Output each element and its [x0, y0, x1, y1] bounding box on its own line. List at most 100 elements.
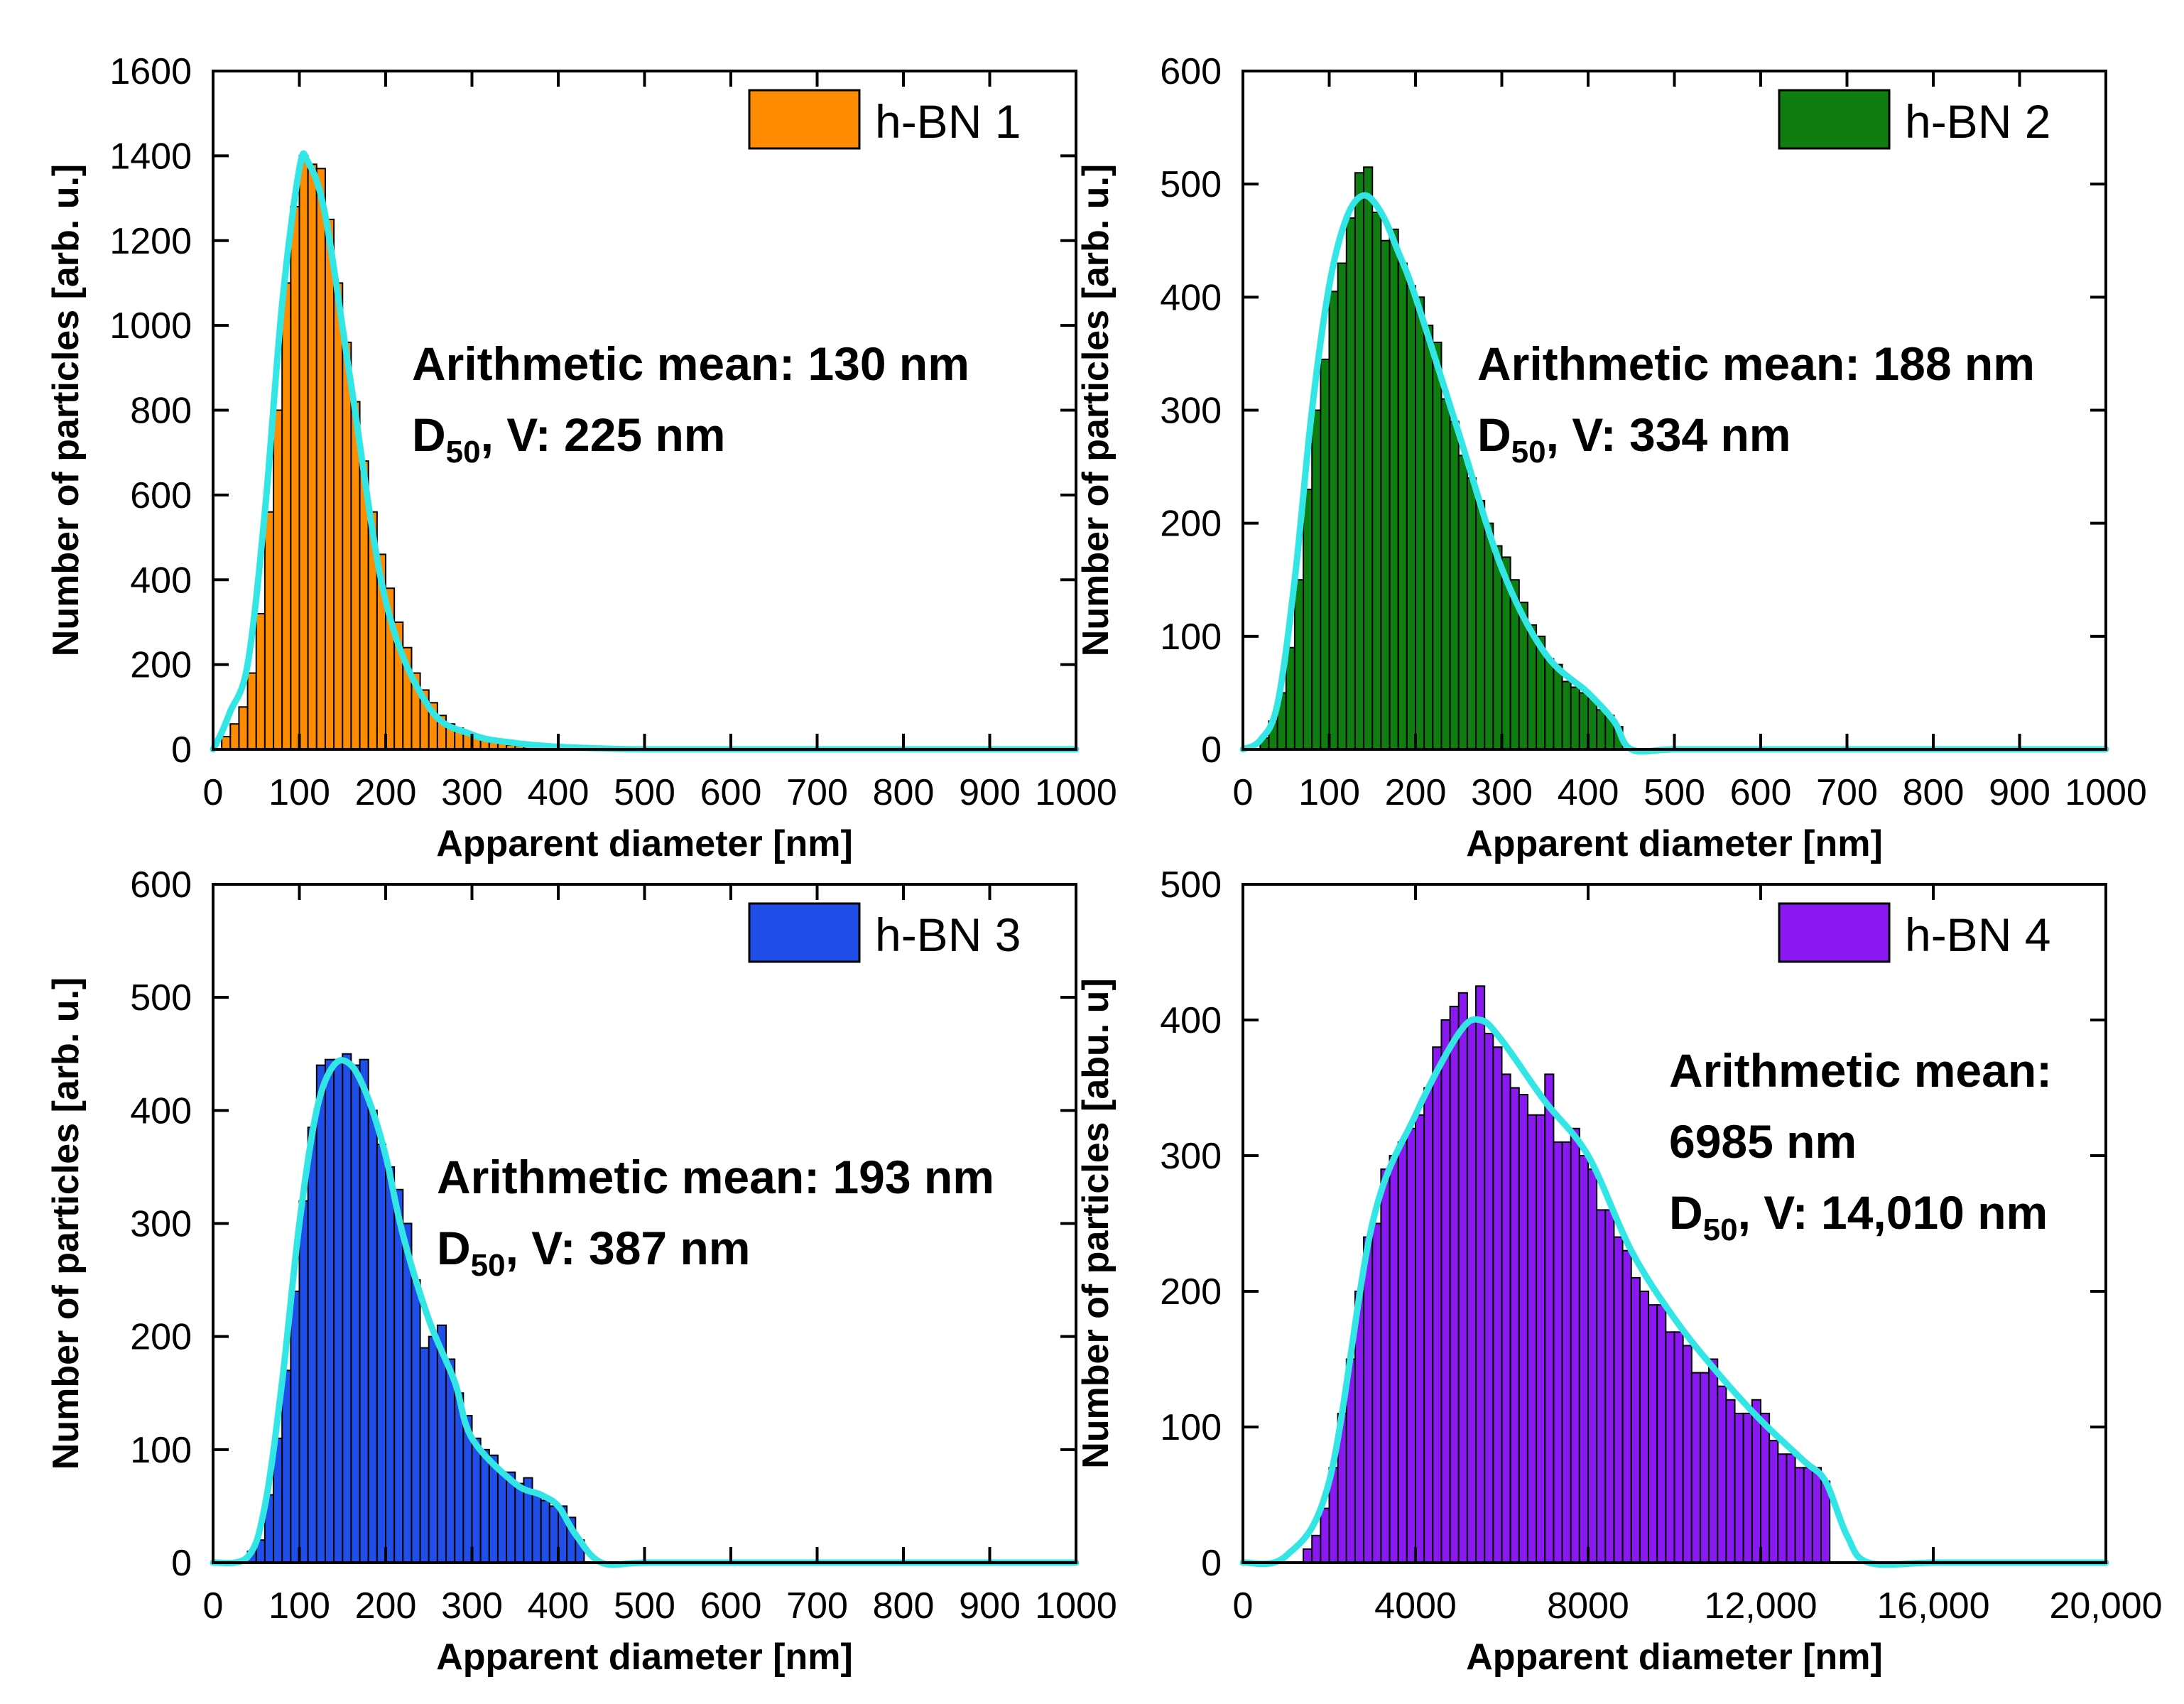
histogram-bar [246, 672, 257, 750]
histogram-bar [1760, 1412, 1771, 1564]
histogram-bar [496, 1471, 508, 1564]
y-axis-title: Number of particles [arb. u.] [45, 977, 87, 1470]
histogram-bar [1708, 1358, 1719, 1563]
annotation-mean: Arithmetic mean: 188 nm [1477, 337, 2035, 390]
bars-group [246, 1053, 585, 1564]
y-tick-label: 1200 [109, 221, 192, 262]
x-tick-label: 500 [614, 1585, 675, 1627]
y-tick-label: 1400 [109, 136, 192, 177]
x-tick-label: 0 [1233, 1585, 1254, 1627]
legend-label: h-BN 2 [1905, 95, 2050, 148]
y-tick-label: 200 [130, 1317, 192, 1358]
ticks-group: 0 100 200 300 400 500 600 700 800 900 1000 0 100 200 3… [1160, 51, 2147, 813]
x-tick-label: 16,000 [1876, 1585, 1989, 1627]
histogram-bar [1397, 262, 1408, 751]
d50-sub: 50 [471, 1248, 506, 1283]
x-axis-title: Apparent diameter [nm] [1466, 1637, 1883, 1678]
chart-panel-hbn2: 0 100 200 300 400 500 600 700 800 900 1000 0 100 200 3… [1075, 51, 2147, 864]
histogram-bar [1303, 1548, 1313, 1563]
y-tick-label: 0 [171, 729, 192, 771]
histogram-bar [1449, 1005, 1460, 1563]
histogram-bar [298, 155, 309, 750]
histogram-bar [1803, 1467, 1813, 1564]
x-tick-label: 1000 [2065, 772, 2147, 813]
histogram-bar [1380, 239, 1391, 750]
histogram-bar [1406, 285, 1416, 750]
x-tick-label: 100 [268, 1585, 330, 1627]
y-tick-label: 100 [1160, 617, 1222, 658]
histogram-bar [1415, 1114, 1425, 1563]
legend-swatch [1778, 902, 1891, 963]
y-axis-title: Number of particles [arb. u.] [45, 164, 87, 656]
y-tick-label: 600 [130, 475, 192, 516]
y-tick-label: 0 [1201, 1543, 1222, 1584]
histogram-bar [1363, 166, 1374, 750]
x-tick-label: 400 [528, 772, 590, 813]
d50-main: D [437, 1222, 471, 1274]
histogram-bar [1423, 325, 1434, 750]
histogram-bar [281, 1369, 292, 1563]
histogram-bar [1673, 1331, 1684, 1564]
y-tick-label: 600 [130, 864, 192, 906]
histogram-bar [1484, 1033, 1494, 1563]
histogram-bar [333, 282, 344, 750]
y-tick-label: 400 [130, 1090, 192, 1132]
legend-label: h-BN 3 [875, 908, 1021, 961]
histogram-bar [1311, 409, 1322, 750]
histogram-bar [1570, 1127, 1580, 1564]
histogram-bar [1363, 1236, 1374, 1563]
axis-frame [1242, 883, 2107, 1564]
x-tick-label: 600 [700, 772, 762, 813]
d50-sub: 50 [1511, 435, 1546, 470]
histogram-bar [1432, 1046, 1443, 1563]
x-tick-label: 200 [355, 772, 417, 813]
histogram-bar [1397, 1141, 1408, 1563]
histogram-bar [1501, 1073, 1511, 1563]
histogram-bar [1544, 658, 1555, 751]
histogram-bar [1457, 455, 1468, 751]
histogram-bar [1423, 1087, 1434, 1563]
x-tick-label: 500 [1644, 772, 1705, 813]
histogram-bar [1303, 488, 1313, 751]
x-tick-label: 200 [1385, 772, 1447, 813]
legend-label: h-BN 1 [875, 95, 1021, 148]
histogram-bar [1492, 545, 1503, 750]
histogram-bar [1440, 1019, 1451, 1563]
annotation-mean: Arithmetic mean: 130 nm [412, 337, 969, 390]
histogram-bar [1587, 1168, 1598, 1563]
histogram-bar [350, 1064, 361, 1563]
ticks-group: 0 100 200 300 400 500 600 700 800 900 1000 0 200 400 6… [109, 51, 1117, 813]
d50-value: , V: 387 nm [506, 1222, 751, 1274]
y-tick-label: 800 [130, 391, 192, 432]
histogram-bar [1440, 398, 1451, 750]
x-tick-label: 0 [203, 1585, 224, 1627]
legend-swatch [748, 902, 861, 963]
histogram-bar [385, 1166, 396, 1563]
histogram-bar [1406, 1127, 1416, 1564]
x-tick-label: 700 [1816, 772, 1878, 813]
histogram-bar [264, 511, 275, 750]
y-tick-label: 300 [130, 1204, 192, 1245]
x-tick-label: 900 [959, 1585, 1021, 1627]
histogram-bar [1509, 1087, 1520, 1563]
y-tick-label: 200 [130, 645, 192, 686]
d50-main: D [1669, 1186, 1703, 1239]
y-tick-label: 300 [1160, 391, 1222, 432]
histogram-bar [1561, 680, 1572, 750]
d50-sub: 50 [1703, 1212, 1738, 1247]
histogram-bar [1596, 1209, 1607, 1564]
x-tick-label: 400 [528, 1585, 590, 1627]
histogram-bar [1769, 1440, 1779, 1563]
histogram-bar [342, 342, 352, 750]
annotation-d50: D50, V: 387 nm [437, 1222, 750, 1283]
histogram-bar [419, 1347, 430, 1564]
y-axis-title: Number of particles [abu. u] [1075, 978, 1117, 1469]
x-tick-label: 100 [1298, 772, 1360, 813]
y-tick-label: 200 [1160, 504, 1222, 545]
histogram-bar [273, 409, 283, 750]
histogram-bar [1449, 420, 1460, 751]
histogram-bar [479, 1448, 490, 1564]
y-axis-title: Number of particles [arb. u.] [1075, 164, 1117, 656]
histogram-bar [1786, 1453, 1796, 1563]
y-tick-label: 200 [1160, 1271, 1222, 1313]
